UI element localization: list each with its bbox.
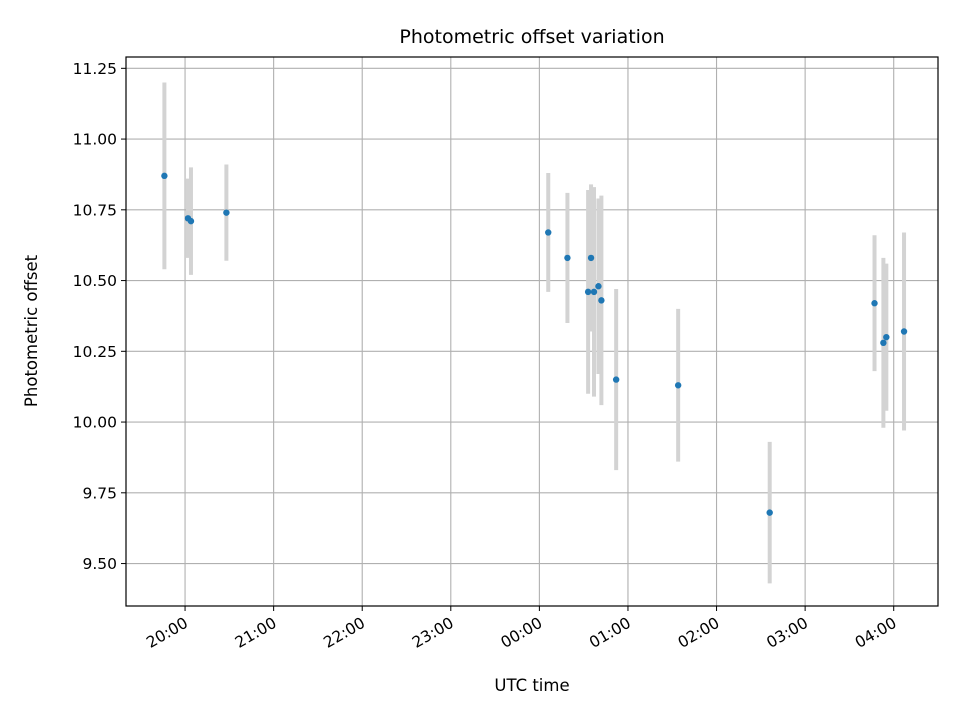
data-point <box>161 172 168 180</box>
y-axis-ticks: 9.50 9.75 10.00 10.25 10.50 10.75 11.00 11.25 <box>73 60 126 573</box>
data-point <box>871 300 878 307</box>
x-tick-label: 20:00 <box>143 614 191 652</box>
grid-lines <box>126 57 938 606</box>
data-point <box>584 288 592 296</box>
x-tick-label: 00:00 <box>498 614 546 652</box>
x-tick-label: 04:00 <box>852 614 900 652</box>
x-axis-ticks: 20:00 21:00 22:00 23:00 00:00 01:00 02:00 03:00… <box>143 606 900 652</box>
x-tick-label: 03:00 <box>763 614 811 652</box>
data-point <box>766 509 773 516</box>
data-point <box>900 328 908 335</box>
data-point <box>598 297 605 304</box>
data-point <box>564 254 571 262</box>
data-points <box>161 172 908 516</box>
y-tick-label: 10.00 <box>73 414 117 432</box>
y-tick-label: 9.50 <box>82 555 117 573</box>
y-tick-label: 11.25 <box>73 60 117 78</box>
data-point <box>674 382 682 389</box>
x-tick-label: 21:00 <box>232 614 280 652</box>
data-point <box>883 333 890 341</box>
y-tick-label: 9.75 <box>82 484 117 502</box>
y-tick-label: 10.75 <box>73 201 117 219</box>
x-axis-label: UTC time <box>494 676 569 695</box>
data-point <box>880 339 887 347</box>
data-point <box>595 283 602 290</box>
chart-title: Photometric offset variation <box>399 26 664 48</box>
data-point <box>187 217 195 225</box>
y-tick-label: 11.00 <box>73 131 117 149</box>
data-point <box>587 254 595 262</box>
plot-frame <box>125 56 939 607</box>
data-point <box>223 209 230 216</box>
data-point <box>545 229 552 236</box>
x-tick-label: 23:00 <box>409 614 457 652</box>
y-tick-label: 10.50 <box>73 272 117 290</box>
data-point <box>590 288 598 296</box>
x-tick-label: 02:00 <box>675 614 723 652</box>
y-tick-label: 10.25 <box>73 343 117 361</box>
y-axis-label: Photometric offset <box>22 254 41 407</box>
error-bars <box>162 82 907 584</box>
data-point <box>612 376 620 383</box>
x-tick-label: 22:00 <box>321 614 369 652</box>
x-tick-label: 01:00 <box>586 614 634 652</box>
